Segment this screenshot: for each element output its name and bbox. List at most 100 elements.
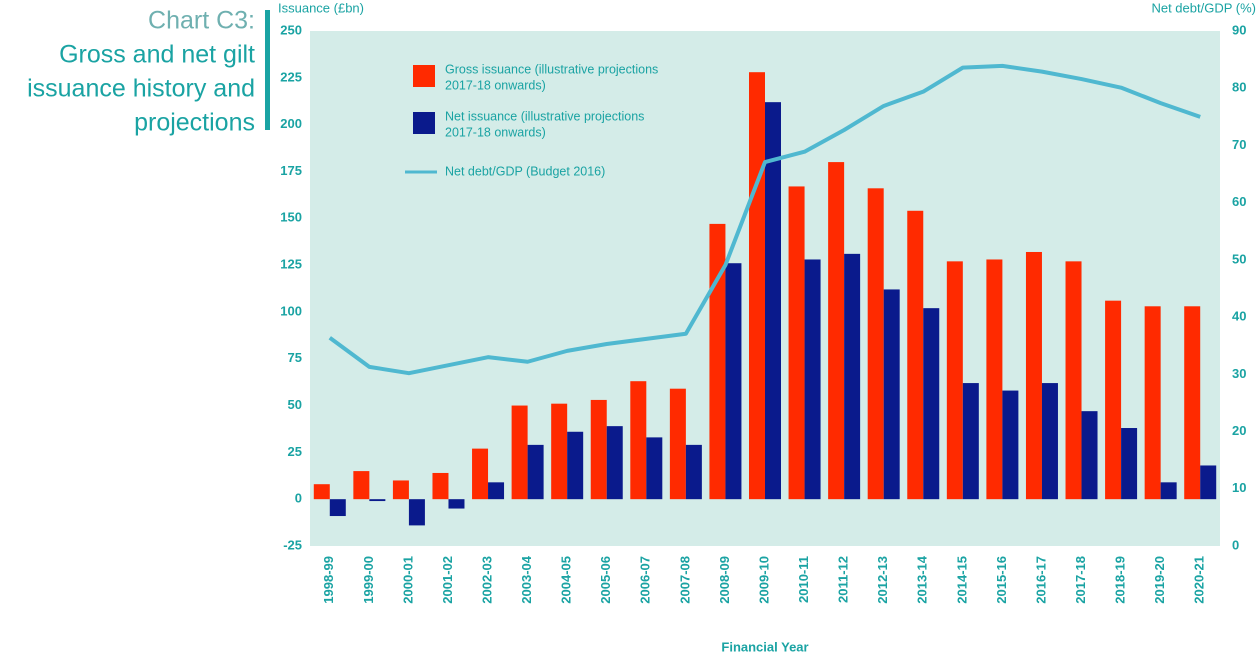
bar [432, 472, 449, 500]
x-tick-label: 1999-00 [361, 556, 376, 604]
bar [313, 484, 330, 500]
bar [567, 431, 584, 500]
bar [844, 253, 861, 500]
bar [1081, 411, 1098, 500]
bar [788, 186, 805, 500]
bar [923, 308, 940, 500]
legend-swatch [413, 112, 435, 134]
y-tick-label: 125 [280, 257, 302, 272]
bar [353, 471, 370, 500]
y2-tick-label: 50 [1232, 251, 1246, 266]
bar [606, 426, 623, 500]
bar [725, 263, 742, 500]
x-tick-label: 2003-04 [519, 555, 534, 603]
x-tick-label: 2002-03 [479, 556, 494, 604]
bar [448, 499, 465, 509]
y2-tick-label: 70 [1232, 137, 1246, 152]
x-tick-label: 2015-16 [994, 556, 1009, 604]
y2-tick-label: 20 [1232, 423, 1246, 438]
y2-tick-label: 60 [1232, 194, 1246, 209]
x-tick-label: 2011-12 [836, 556, 851, 603]
bar [907, 210, 924, 500]
y-tick-label: 0 [295, 491, 302, 506]
x-tick-label: 2014-15 [954, 556, 969, 604]
y2-tick-label: 90 [1232, 22, 1246, 37]
x-tick-label: 2020-21 [1192, 556, 1207, 604]
legend-label: Net debt/GDP (Budget 2016) [445, 164, 605, 178]
y-tick-label: 75 [288, 350, 302, 365]
x-tick-label: 2013-14 [915, 555, 930, 603]
chart-title: projections [134, 109, 255, 137]
bar [329, 499, 346, 517]
y-tick-label: 25 [288, 444, 302, 459]
bar [408, 499, 425, 526]
y2-axis-label: Net debt/GDP (%) [1151, 0, 1256, 15]
bar [646, 437, 663, 500]
y-tick-label: 175 [280, 163, 302, 178]
y2-tick-label: 40 [1232, 309, 1246, 324]
x-tick-label: 2017-18 [1073, 556, 1088, 604]
bar [1121, 428, 1138, 500]
bar [709, 223, 726, 500]
x-tick-label: 2009-10 [756, 556, 771, 604]
x-tick-label: 2005-06 [598, 556, 613, 604]
x-tick-label: 2004-05 [559, 556, 574, 604]
y-tick-label: 250 [280, 22, 302, 37]
bar [883, 289, 900, 500]
bar [472, 448, 489, 500]
bar [1041, 383, 1058, 500]
bar [1065, 261, 1082, 500]
y-tick-label: 50 [288, 397, 302, 412]
y-tick-label: 100 [280, 303, 302, 318]
y2-tick-label: 10 [1232, 480, 1246, 495]
x-tick-label: 2019-20 [1152, 556, 1167, 604]
bar [511, 405, 528, 500]
y-axis-label: Issuance (£bn) [278, 0, 364, 15]
x-tick-label: 2000-01 [400, 556, 415, 604]
chart-title: issuance history and [27, 75, 255, 103]
bar [630, 381, 647, 500]
bar [1002, 390, 1019, 500]
x-tick-label: 2018-19 [1113, 556, 1128, 604]
bar [1160, 482, 1177, 500]
bar [392, 480, 409, 500]
bar [749, 72, 765, 500]
y2-tick-label: 30 [1232, 366, 1246, 381]
x-tick-label: 2016-17 [1033, 556, 1048, 604]
bar [369, 499, 386, 502]
legend-label: 2017-18 onwards) [445, 78, 546, 92]
bar [551, 403, 568, 500]
bar [1144, 306, 1161, 500]
y-tick-label: 150 [280, 210, 302, 225]
bar [669, 388, 686, 500]
bar [962, 383, 979, 500]
bar [867, 188, 884, 500]
chart-title: Gross and net gilt [59, 41, 255, 69]
bar [828, 162, 845, 500]
x-tick-label: 2001-02 [440, 556, 455, 604]
x-tick-label: 2010-11 [796, 556, 811, 603]
x-axis-label: Financial Year [721, 639, 808, 654]
bar [804, 259, 821, 500]
bar [590, 399, 607, 500]
x-tick-label: 2012-13 [875, 556, 890, 604]
bar [946, 261, 963, 500]
x-tick-label: 2007-08 [677, 556, 692, 604]
legend-swatch [413, 65, 435, 87]
y2-tick-label: 0 [1232, 537, 1239, 552]
legend-label: Net issuance (illustrative projections [445, 109, 644, 123]
y-tick-label: 200 [280, 116, 302, 131]
bar [685, 444, 702, 500]
bar [1200, 465, 1217, 500]
title-bar [265, 10, 270, 130]
y-tick-label: 225 [280, 69, 302, 84]
bar [986, 259, 1003, 500]
line [328, 63, 1201, 376]
bar [1105, 300, 1122, 500]
y2-tick-label: 80 [1232, 80, 1246, 95]
x-tick-label: 2008-09 [717, 556, 732, 604]
x-tick-label: 2006-07 [638, 556, 653, 604]
bar [1184, 306, 1201, 500]
y-tick-label: -25 [283, 537, 302, 552]
